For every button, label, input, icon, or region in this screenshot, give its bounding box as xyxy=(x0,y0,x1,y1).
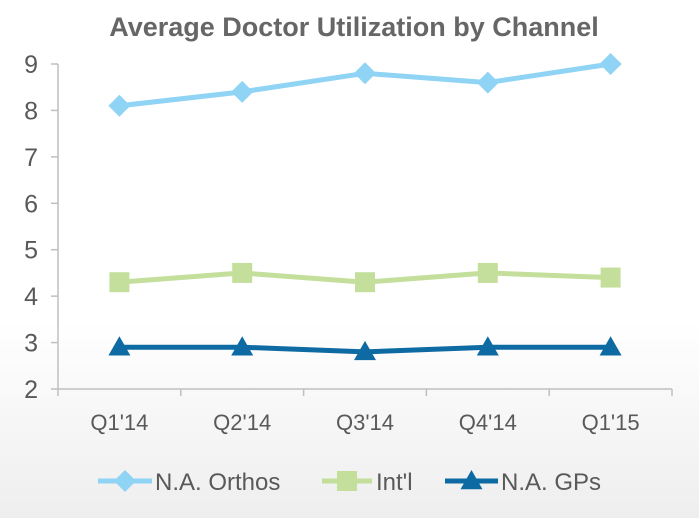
legend-marker xyxy=(337,471,357,491)
y-tick-label: 9 xyxy=(24,51,38,79)
data-point xyxy=(108,94,131,117)
y-tick-label: 5 xyxy=(24,237,38,265)
legend-item: N.A. GPs xyxy=(445,469,601,496)
legend-item: N.A. Orthos xyxy=(98,469,280,496)
x-tick-label: Q3'14 xyxy=(336,410,394,435)
legend-label: N.A. Orthos xyxy=(155,469,280,496)
x-tick-label: Q2'14 xyxy=(213,410,271,435)
data-point xyxy=(231,336,254,356)
x-tick-label: Q1'15 xyxy=(582,410,640,435)
series-2 xyxy=(108,336,622,361)
data-point xyxy=(354,62,376,85)
legend: N.A. Orthos Int'l N.A. GPs xyxy=(98,469,601,496)
series-0 xyxy=(108,53,622,117)
data-point xyxy=(108,336,131,356)
y-tick-label: 8 xyxy=(24,97,38,125)
legend-marker xyxy=(114,470,136,492)
y-tick-label: 3 xyxy=(24,330,38,358)
legend-label: Int'l xyxy=(376,469,413,496)
chart-title: Average Doctor Utilization by Channel xyxy=(109,12,599,42)
data-point xyxy=(355,272,375,293)
data-point xyxy=(354,340,376,361)
legend-label: N.A. GPs xyxy=(501,469,601,496)
data-point xyxy=(232,262,253,283)
legend-marker xyxy=(460,470,483,490)
axes: 2 3 4 5 6 7 8 9 Q1'14 Q2'14 Q3'14 Q4'14 Q1'15 xyxy=(24,51,673,435)
y-tick-label: 7 xyxy=(24,144,38,172)
data-point xyxy=(599,53,622,75)
y-tick-label: 4 xyxy=(24,283,38,311)
data-point xyxy=(599,336,622,356)
y-tick-label: 6 xyxy=(24,190,38,218)
data-point xyxy=(477,262,498,283)
data-point xyxy=(231,80,254,103)
x-tick-label: Q4'14 xyxy=(459,410,517,435)
data-point xyxy=(600,267,621,288)
data-point xyxy=(476,71,499,94)
legend-item: Int'l xyxy=(322,469,413,496)
data-point xyxy=(109,272,130,293)
data-point xyxy=(476,336,499,356)
y-tick-label: 2 xyxy=(24,376,38,404)
series-layer xyxy=(108,53,622,361)
series-1 xyxy=(109,262,621,293)
x-tick-label: Q1'14 xyxy=(90,410,148,435)
